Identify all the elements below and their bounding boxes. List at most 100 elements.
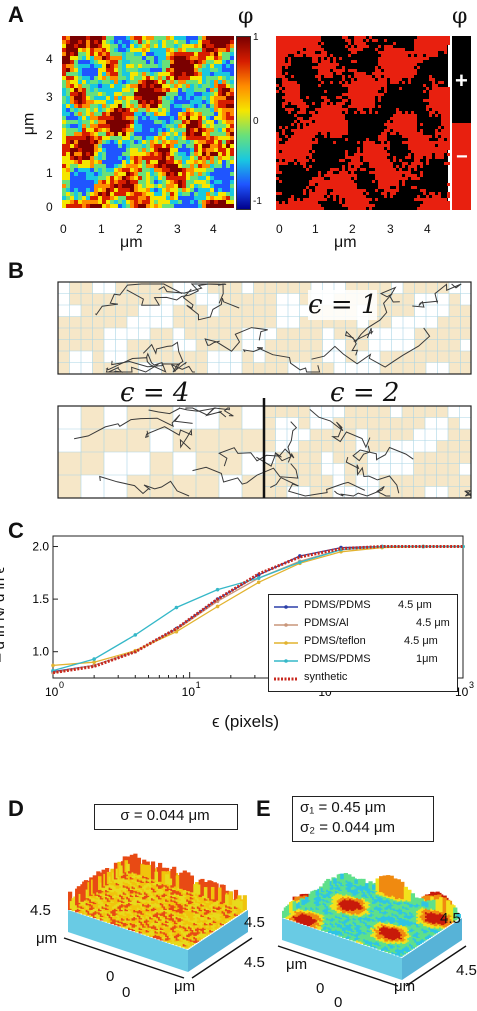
heatmap-cell [122, 124, 126, 128]
heatmap-cell [66, 180, 70, 184]
binary-cell [393, 159, 396, 162]
eps4-label: ϵ = 4 [120, 378, 189, 408]
occupied-box [150, 452, 173, 475]
heatmap-cell [178, 128, 182, 132]
heatmap-cell [114, 192, 118, 196]
binary-cell [297, 198, 300, 201]
binary-cell [282, 42, 285, 45]
heatmap-cell [142, 152, 146, 156]
binary-cell [384, 192, 387, 195]
binary-cell [297, 138, 300, 141]
heatmap-cell [162, 128, 166, 132]
heatmap-cell [134, 40, 138, 44]
binary-cell [327, 99, 330, 102]
heatmap-cell [130, 176, 134, 180]
binary-cell [369, 75, 372, 78]
y-tick: 3 [46, 90, 53, 104]
binary-cell [411, 141, 414, 144]
binary-cell [330, 81, 333, 84]
binary-cell [432, 150, 435, 153]
binary-cell [387, 153, 390, 156]
binary-cell [372, 105, 375, 108]
heatmap-cell [126, 60, 130, 64]
heatmap-cell [106, 132, 110, 136]
binary-cell [351, 90, 354, 93]
binary-cell [324, 90, 327, 93]
heatmap-cell [66, 164, 70, 168]
heatmap-cell [198, 204, 202, 208]
heatmap-cell [118, 176, 122, 180]
binary-cell [318, 111, 321, 114]
heatmap-cell [126, 148, 130, 152]
binary-cell [381, 60, 384, 63]
binary-cell [309, 189, 312, 192]
heatmap-cell [206, 176, 210, 180]
occupied-box [460, 429, 472, 441]
binary-cell [384, 162, 387, 165]
heatmap-cell [70, 188, 74, 192]
binary-cell [348, 174, 351, 177]
binary-cell [408, 174, 411, 177]
heatmap-cell [150, 60, 154, 64]
binary-cell [435, 129, 438, 132]
heatmap-cell [114, 124, 118, 128]
binary-cell [351, 96, 354, 99]
heatmap-cell [202, 60, 206, 64]
heatmap-cell [218, 136, 222, 140]
heatmap-cell [206, 152, 210, 156]
heatmap-cell [62, 116, 66, 120]
heatmap-cell [130, 116, 134, 120]
heatmap-cell [158, 36, 162, 40]
heatmap-cell [218, 80, 222, 84]
binary-cell [327, 60, 330, 63]
occupied-box [93, 328, 105, 340]
binary-cell [447, 183, 450, 186]
heatmap-cell [154, 204, 158, 208]
occupied-box [333, 441, 345, 453]
binary-cell [276, 69, 279, 72]
heatmap-cell [166, 40, 170, 44]
binary-cell [396, 78, 399, 81]
heatmap-cell [214, 164, 218, 168]
binary-cell [363, 204, 366, 207]
binary-cell [384, 138, 387, 141]
heatmap-cell [190, 40, 194, 44]
binary-cell [345, 156, 348, 159]
heatmap-cell [202, 36, 206, 40]
heatmap-cell [70, 68, 74, 72]
heatmap-cell [170, 80, 174, 84]
heatmap-cell [98, 132, 102, 136]
binary-cell [369, 108, 372, 111]
heatmap-cell [194, 156, 198, 160]
occupied-box [70, 294, 82, 306]
binary-cell [291, 36, 294, 39]
binary-cell [306, 138, 309, 141]
binary-cell [402, 72, 405, 75]
binary-cell [402, 60, 405, 63]
heatmap-cell [190, 156, 194, 160]
binary-cell [387, 123, 390, 126]
heatmap-cell [134, 164, 138, 168]
heatmap-cell [110, 84, 114, 88]
heatmap-cell [118, 60, 122, 64]
heatmap-cell [78, 152, 82, 156]
binary-cell [291, 135, 294, 138]
heatmap-cell [138, 44, 142, 48]
heatmap-cell [166, 104, 170, 108]
binary-cell [387, 54, 390, 57]
heatmap-cell [178, 132, 182, 136]
heatmap-cell [206, 60, 210, 64]
binary-cell [378, 45, 381, 48]
occupied-box [93, 351, 105, 363]
heatmap-cell [206, 48, 210, 52]
heatmap-cell [98, 172, 102, 176]
occupied-box [196, 351, 208, 363]
heatmap-cell [114, 104, 118, 108]
occupied-box [242, 363, 254, 375]
heatmap-cell [110, 100, 114, 104]
heatmap-cell [210, 80, 214, 84]
binary-cell [354, 36, 357, 39]
binary-cell [444, 99, 447, 102]
binary-cell [372, 204, 375, 207]
heatmap-cell [174, 172, 178, 176]
